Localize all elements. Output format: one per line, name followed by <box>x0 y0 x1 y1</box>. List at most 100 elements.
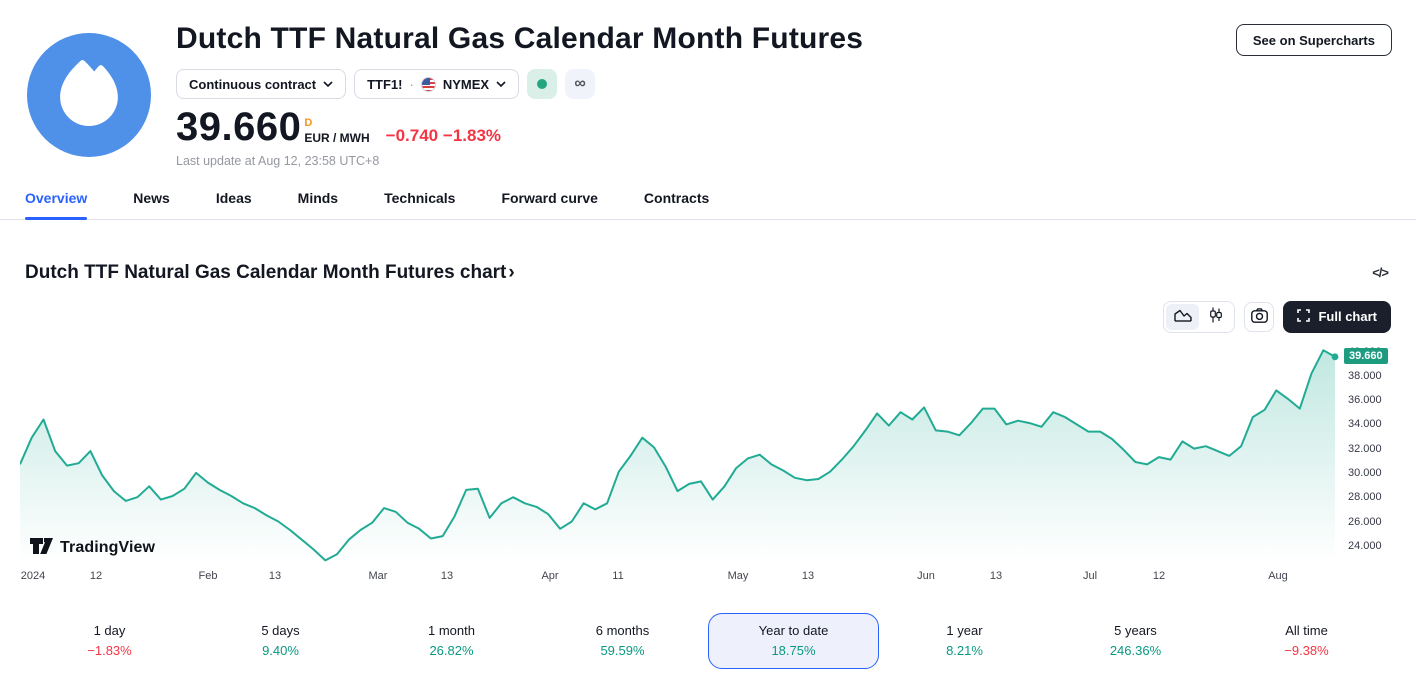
period-change-value: 8.21% <box>946 643 983 659</box>
y-axis-tick: 32.000 <box>1348 442 1382 455</box>
period-1-month[interactable]: 1 month 26.82% <box>366 613 537 669</box>
us-flag-icon <box>420 76 436 92</box>
candles-style-button[interactable] <box>1199 304 1232 330</box>
tab-technicals[interactable]: Technicals <box>384 189 456 206</box>
chart-style-toggle <box>1163 300 1236 333</box>
period-label: All time <box>1285 623 1328 639</box>
period-5-years[interactable]: 5 years 246.36% <box>1050 613 1221 669</box>
tradingview-logo-icon <box>30 536 53 561</box>
symbol-selector-row: Continuous contract TTF1! · NYMEX ∞ <box>176 69 1416 99</box>
x-axis-label: May <box>727 569 749 582</box>
period-change-value: −1.83% <box>87 643 132 659</box>
period-6-months[interactable]: 6 months 59.59% <box>537 613 708 669</box>
price-change-abs: −0.740 <box>385 125 439 145</box>
exchange-label: NYMEX <box>442 76 490 92</box>
area-fill <box>20 350 1335 573</box>
continuous-data-button[interactable]: ∞ <box>565 69 596 99</box>
infinity-icon: ∞ <box>574 75 586 92</box>
y-axis-tick: 34.000 <box>1348 418 1382 431</box>
market-open-dot-icon <box>537 79 548 89</box>
tab-news[interactable]: News <box>133 189 170 206</box>
chart-controls: Full chart <box>0 300 1416 333</box>
period-year-to-date[interactable]: Year to date 18.75% <box>708 612 879 669</box>
y-axis-tick: 36.000 <box>1348 394 1382 407</box>
fullscreen-icon <box>1297 308 1311 325</box>
x-axis-label: Jul <box>1082 569 1098 582</box>
chart-section-heading-row: Dutch TTF Natural Gas Calendar Month Fut… <box>0 262 1416 284</box>
tab-minds[interactable]: Minds <box>297 189 339 206</box>
candlestick-icon <box>1209 307 1223 326</box>
y-axis-tick: 38.000 <box>1348 369 1382 382</box>
period-1-day[interactable]: 1 day −1.83% <box>24 613 195 669</box>
x-axis-label: 2024 <box>20 569 46 582</box>
tab-bar: Overview News Ideas Minds Technicals Forward … <box>0 184 1416 220</box>
tradingview-watermark-text: TradingView <box>60 539 156 557</box>
tab-contracts[interactable]: Contracts <box>643 189 710 206</box>
period-label: 6 months <box>595 623 650 639</box>
period-change-value: 246.36% <box>1109 643 1162 659</box>
period-label: 1 month <box>428 623 475 639</box>
period-label: Year to date <box>758 623 829 639</box>
last-price-tag: 39.660 <box>1344 347 1388 364</box>
x-axis-label: Mar <box>368 569 388 582</box>
last-update: Last update at Aug 12, 23:58 UTC+8 <box>176 153 380 168</box>
x-axis-label: Aug <box>1268 569 1288 582</box>
chart-section-title-text: Dutch TTF Natural Gas Calendar Month Fut… <box>25 261 507 283</box>
symbol-exchange-dropdown[interactable]: TTF1! · NYMEX <box>354 69 520 99</box>
x-axis-label: 11 <box>612 569 624 582</box>
tab-forward-curve[interactable]: Forward curve <box>501 189 598 206</box>
contract-type-label: Continuous contract <box>189 76 317 92</box>
period-change-value: 9.40% <box>262 643 299 659</box>
tab-ideas[interactable]: Ideas <box>215 189 252 206</box>
price-change-pct: −1.83% <box>442 125 502 145</box>
session-badge: D <box>304 116 313 129</box>
camera-icon <box>1251 307 1268 326</box>
market-status-button[interactable] <box>527 69 558 99</box>
x-axis-label: 13 <box>989 569 1003 582</box>
x-axis-label: 13 <box>268 569 282 582</box>
x-axis-label: 12 <box>89 569 103 582</box>
tab-overview[interactable]: Overview <box>25 184 88 220</box>
price-chart[interactable]: TradingView 40.00038.00036.00034.00032.0… <box>0 339 1416 591</box>
area-style-button[interactable] <box>1166 303 1200 330</box>
period-1-year[interactable]: 1 year 8.21% <box>879 613 1050 669</box>
period-5-days[interactable]: 5 days 9.40% <box>195 613 366 669</box>
period-selector: 1 day −1.83% 5 days 9.40% 1 month 26.82% 6 mon… <box>24 612 1392 669</box>
x-axis-label: 12 <box>1152 569 1166 582</box>
contract-type-dropdown[interactable]: Continuous contract <box>176 69 347 99</box>
y-axis-tick: 26.000 <box>1348 515 1382 528</box>
last-point-dot <box>1331 353 1339 360</box>
chevron-down-icon <box>323 81 333 87</box>
separator-dot: · <box>409 76 414 92</box>
full-chart-button[interactable]: Full chart <box>1283 300 1391 333</box>
last-price: 39.660 <box>176 105 302 149</box>
ticker-label: TTF1! <box>367 76 403 92</box>
area-chart-icon <box>1174 309 1192 325</box>
snapshot-button[interactable] <box>1244 301 1275 332</box>
period-label: 1 year <box>946 623 983 639</box>
x-axis-label: 13 <box>801 569 815 582</box>
period-label: 1 day <box>93 623 126 639</box>
period-all-time[interactable]: All time −9.38% <box>1221 613 1392 669</box>
y-axis-tick: 30.000 <box>1348 466 1382 479</box>
period-label: 5 years <box>1114 623 1157 639</box>
chevron-down-icon <box>496 81 506 87</box>
chevron-right-glyph: › <box>508 261 515 283</box>
embed-code-icon[interactable]: </> <box>1372 265 1389 281</box>
header: Dutch TTF Natural Gas Calendar Month Fut… <box>0 0 1416 168</box>
price-meta: D EUR / MWH <box>304 116 370 145</box>
period-change-value: 18.75% <box>771 643 816 659</box>
price-row: 39.660 D EUR / MWH −0.740 −1.83% <box>176 105 1416 149</box>
y-axis-tick: 28.000 <box>1348 491 1382 504</box>
tradingview-watermark: TradingView <box>30 536 155 561</box>
x-axis-label: 13 <box>440 569 454 582</box>
period-change-value: 26.82% <box>429 643 474 659</box>
area-series <box>20 349 1339 573</box>
chart-section-title: Dutch TTF Natural Gas Calendar Month Fut… <box>25 262 515 284</box>
period-change-value: −9.38% <box>1284 643 1329 659</box>
see-on-supercharts-button[interactable]: See on Supercharts <box>1235 24 1392 56</box>
price-unit: EUR / MWH <box>304 130 370 145</box>
period-change-value: 59.59% <box>600 643 645 659</box>
x-axis-label: Apr <box>541 569 559 582</box>
